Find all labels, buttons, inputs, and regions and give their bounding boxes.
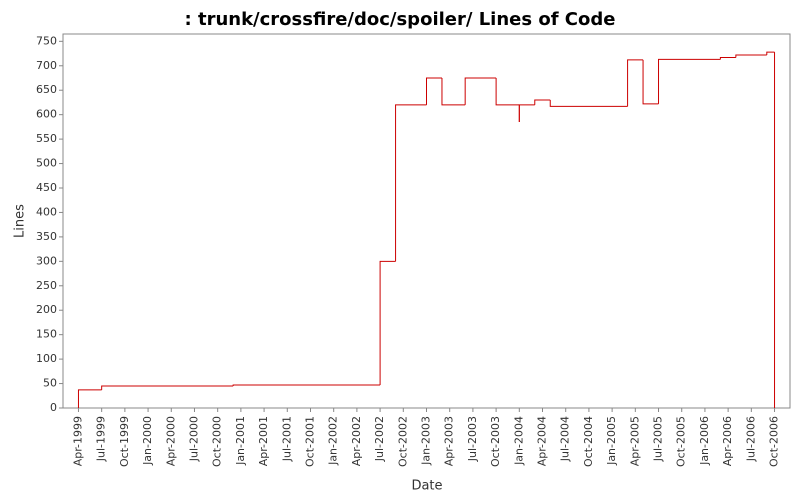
line-step [379, 260, 396, 386]
y-tick-label: 750 [36, 34, 57, 47]
x-tick-label: Apr-1999 [71, 416, 84, 466]
y-tick-label: 300 [36, 254, 57, 267]
line-step [719, 56, 736, 60]
x-tick-label: Oct-2003 [489, 416, 502, 467]
x-tick-label: Jan-2006 [698, 416, 711, 466]
x-tick-label: Jul-2004 [559, 416, 572, 462]
line-step [77, 389, 102, 408]
y-tick-label: 250 [36, 279, 57, 292]
y-tick-label: 200 [36, 303, 57, 316]
x-tick-label: Apr-2006 [721, 416, 734, 466]
x-tick-label: Jul-2002 [373, 416, 386, 462]
y-tick-label: 650 [36, 83, 57, 96]
x-axis-label: Date [411, 479, 442, 494]
y-tick-label: 500 [36, 157, 57, 170]
line-step [518, 104, 535, 122]
line-step [549, 100, 628, 107]
y-tick-label: 100 [36, 352, 57, 365]
x-tick-label: Apr-2000 [164, 416, 177, 466]
line-step [735, 54, 767, 58]
line-step [766, 51, 775, 56]
line-step [495, 78, 520, 106]
line-step [441, 78, 466, 106]
line-step [534, 99, 551, 105]
x-tick-label: Oct-2001 [303, 416, 316, 467]
x-tick-label: Oct-2002 [396, 416, 409, 467]
line-step [232, 384, 381, 386]
x-tick-label: Apr-2002 [350, 416, 363, 466]
x-tick-label: Jan-2004 [512, 416, 525, 466]
x-tick-label: Oct-2006 [768, 416, 781, 467]
x-tick-label: Jul-1999 [95, 416, 108, 462]
line-step [627, 59, 644, 107]
line-step [101, 385, 234, 390]
x-tick-label: Jul-2000 [187, 416, 200, 462]
x-tick-label: Apr-2003 [443, 416, 456, 466]
x-tick-label: Oct-2004 [582, 416, 595, 467]
x-tick-label: Jul-2005 [652, 416, 665, 462]
y-tick-label: 150 [36, 328, 57, 341]
line-step [642, 59, 659, 105]
y-axis-label: Lines [13, 204, 28, 238]
x-tick-label: Oct-2000 [211, 416, 224, 467]
y-tick-label: 700 [36, 59, 57, 72]
x-tick-label: Jan-2005 [605, 416, 618, 466]
line-step [464, 77, 497, 105]
line-step [426, 77, 442, 105]
x-tick-label: Jul-2003 [466, 416, 479, 462]
y-tick-label: 600 [36, 108, 57, 121]
y-tick-label: 350 [36, 230, 57, 243]
y-tick-label: 50 [43, 377, 57, 390]
x-tick-label: Apr-2004 [536, 416, 549, 466]
y-tick-label: 0 [50, 401, 57, 414]
line-step [395, 104, 427, 262]
line-step [658, 58, 721, 104]
x-tick-label: Apr-2001 [257, 416, 270, 466]
chart-title: : trunk/crossfire/doc/spoiler/ Lines of … [185, 9, 616, 30]
x-tick-label: Jul-2001 [280, 416, 293, 462]
y-tick-label: 450 [36, 181, 57, 194]
x-tick-label: Oct-2005 [675, 416, 688, 467]
x-tick-label: Jul-2006 [744, 416, 757, 462]
x-tick-label: Jan-2003 [420, 416, 433, 466]
y-tick-label: 550 [36, 132, 57, 145]
x-tick-label: Jan-2000 [141, 416, 154, 466]
x-tick-label: Oct-1999 [118, 416, 131, 467]
y-tick-label: 400 [36, 205, 57, 218]
x-tick-label: Jan-2002 [327, 416, 340, 466]
x-tick-label: Apr-2005 [628, 416, 641, 466]
x-tick-label: Jan-2001 [234, 416, 247, 466]
